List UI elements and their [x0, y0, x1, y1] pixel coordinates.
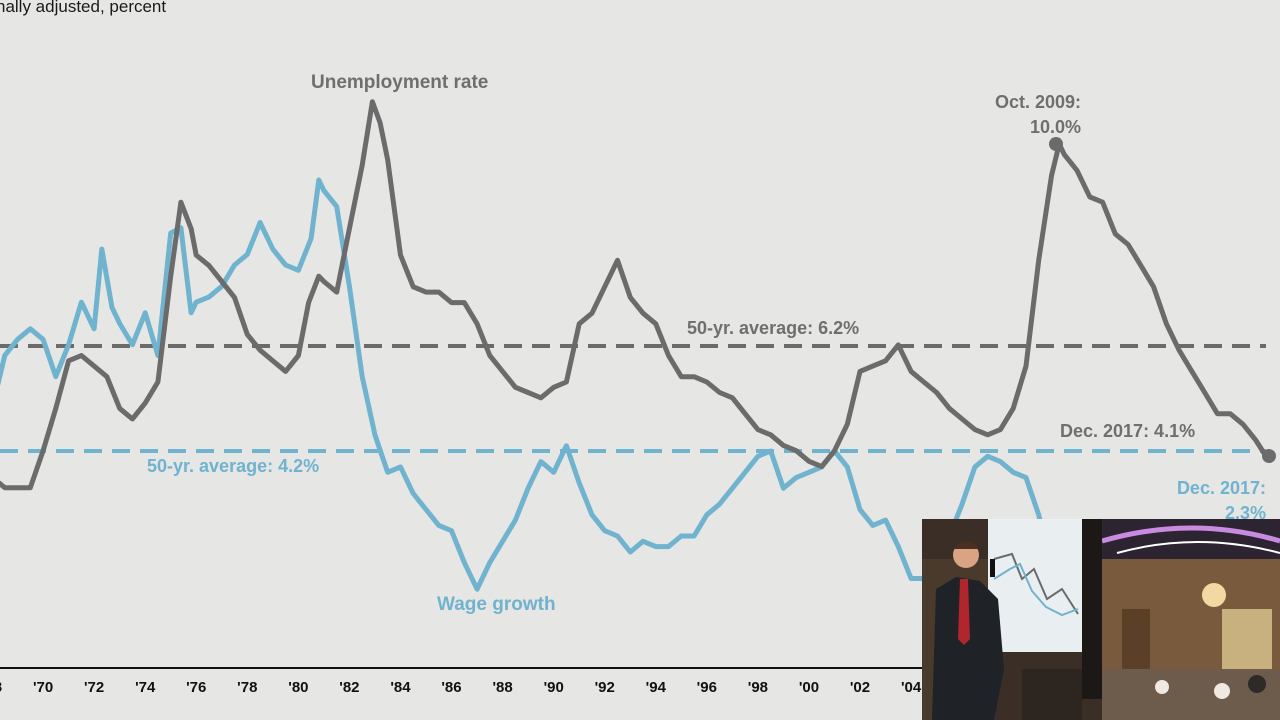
x-tick-label: '78	[237, 679, 257, 696]
unemployment-latest-label: Dec. 2017: 4.1%	[1060, 421, 1195, 441]
wage-latest-line2: 2.3%	[1225, 503, 1266, 523]
x-tick-label: '82	[339, 679, 359, 696]
x-tick-label: '72	[84, 679, 104, 696]
x-tick-label: '92	[595, 679, 615, 696]
wage-average-label: 50-yr. average: 4.2%	[147, 456, 319, 476]
x-tick-label: '90	[544, 679, 564, 696]
chart-subtitle: nally adjusted, percent	[0, 0, 166, 16]
peak-annotation-line1: Oct. 2009:	[995, 92, 1081, 112]
x-tick-label: '98	[748, 679, 768, 696]
x-tick-label: '80	[288, 679, 308, 696]
x-tick-label: '88	[492, 679, 512, 696]
x-tick-label: '68	[0, 679, 2, 696]
speaker-video-thumbnail	[922, 519, 1280, 720]
unemployment-average-label: 50-yr. average: 6.2%	[687, 318, 859, 338]
x-tick-label: '74	[135, 679, 156, 696]
peak-annotation-line2: 10.0%	[1030, 117, 1081, 137]
x-tick-label: '00	[799, 679, 819, 696]
wage-latest-line1: Dec. 2017:	[1177, 478, 1266, 498]
x-tick-label: '02	[850, 679, 870, 696]
x-tick-label: '86	[441, 679, 461, 696]
x-tick-label: '70	[33, 679, 53, 696]
x-tick-label: '96	[697, 679, 717, 696]
x-axis-ticks: '68 '70 '72 '74 '76 '78 '80 '82 '84 '86 '88 '90 '92 '…	[0, 679, 922, 696]
x-tick-label: '84	[390, 679, 411, 696]
unemployment-latest-marker	[1262, 449, 1276, 463]
x-tick-label: '94	[646, 679, 667, 696]
wage-series-label: Wage growth	[437, 594, 556, 615]
unemployment-peak-marker	[1049, 137, 1063, 151]
unemployment-series-label: Unemployment rate	[311, 72, 488, 93]
x-tick-label: '76	[186, 679, 206, 696]
x-tick-label: '04	[901, 679, 922, 696]
